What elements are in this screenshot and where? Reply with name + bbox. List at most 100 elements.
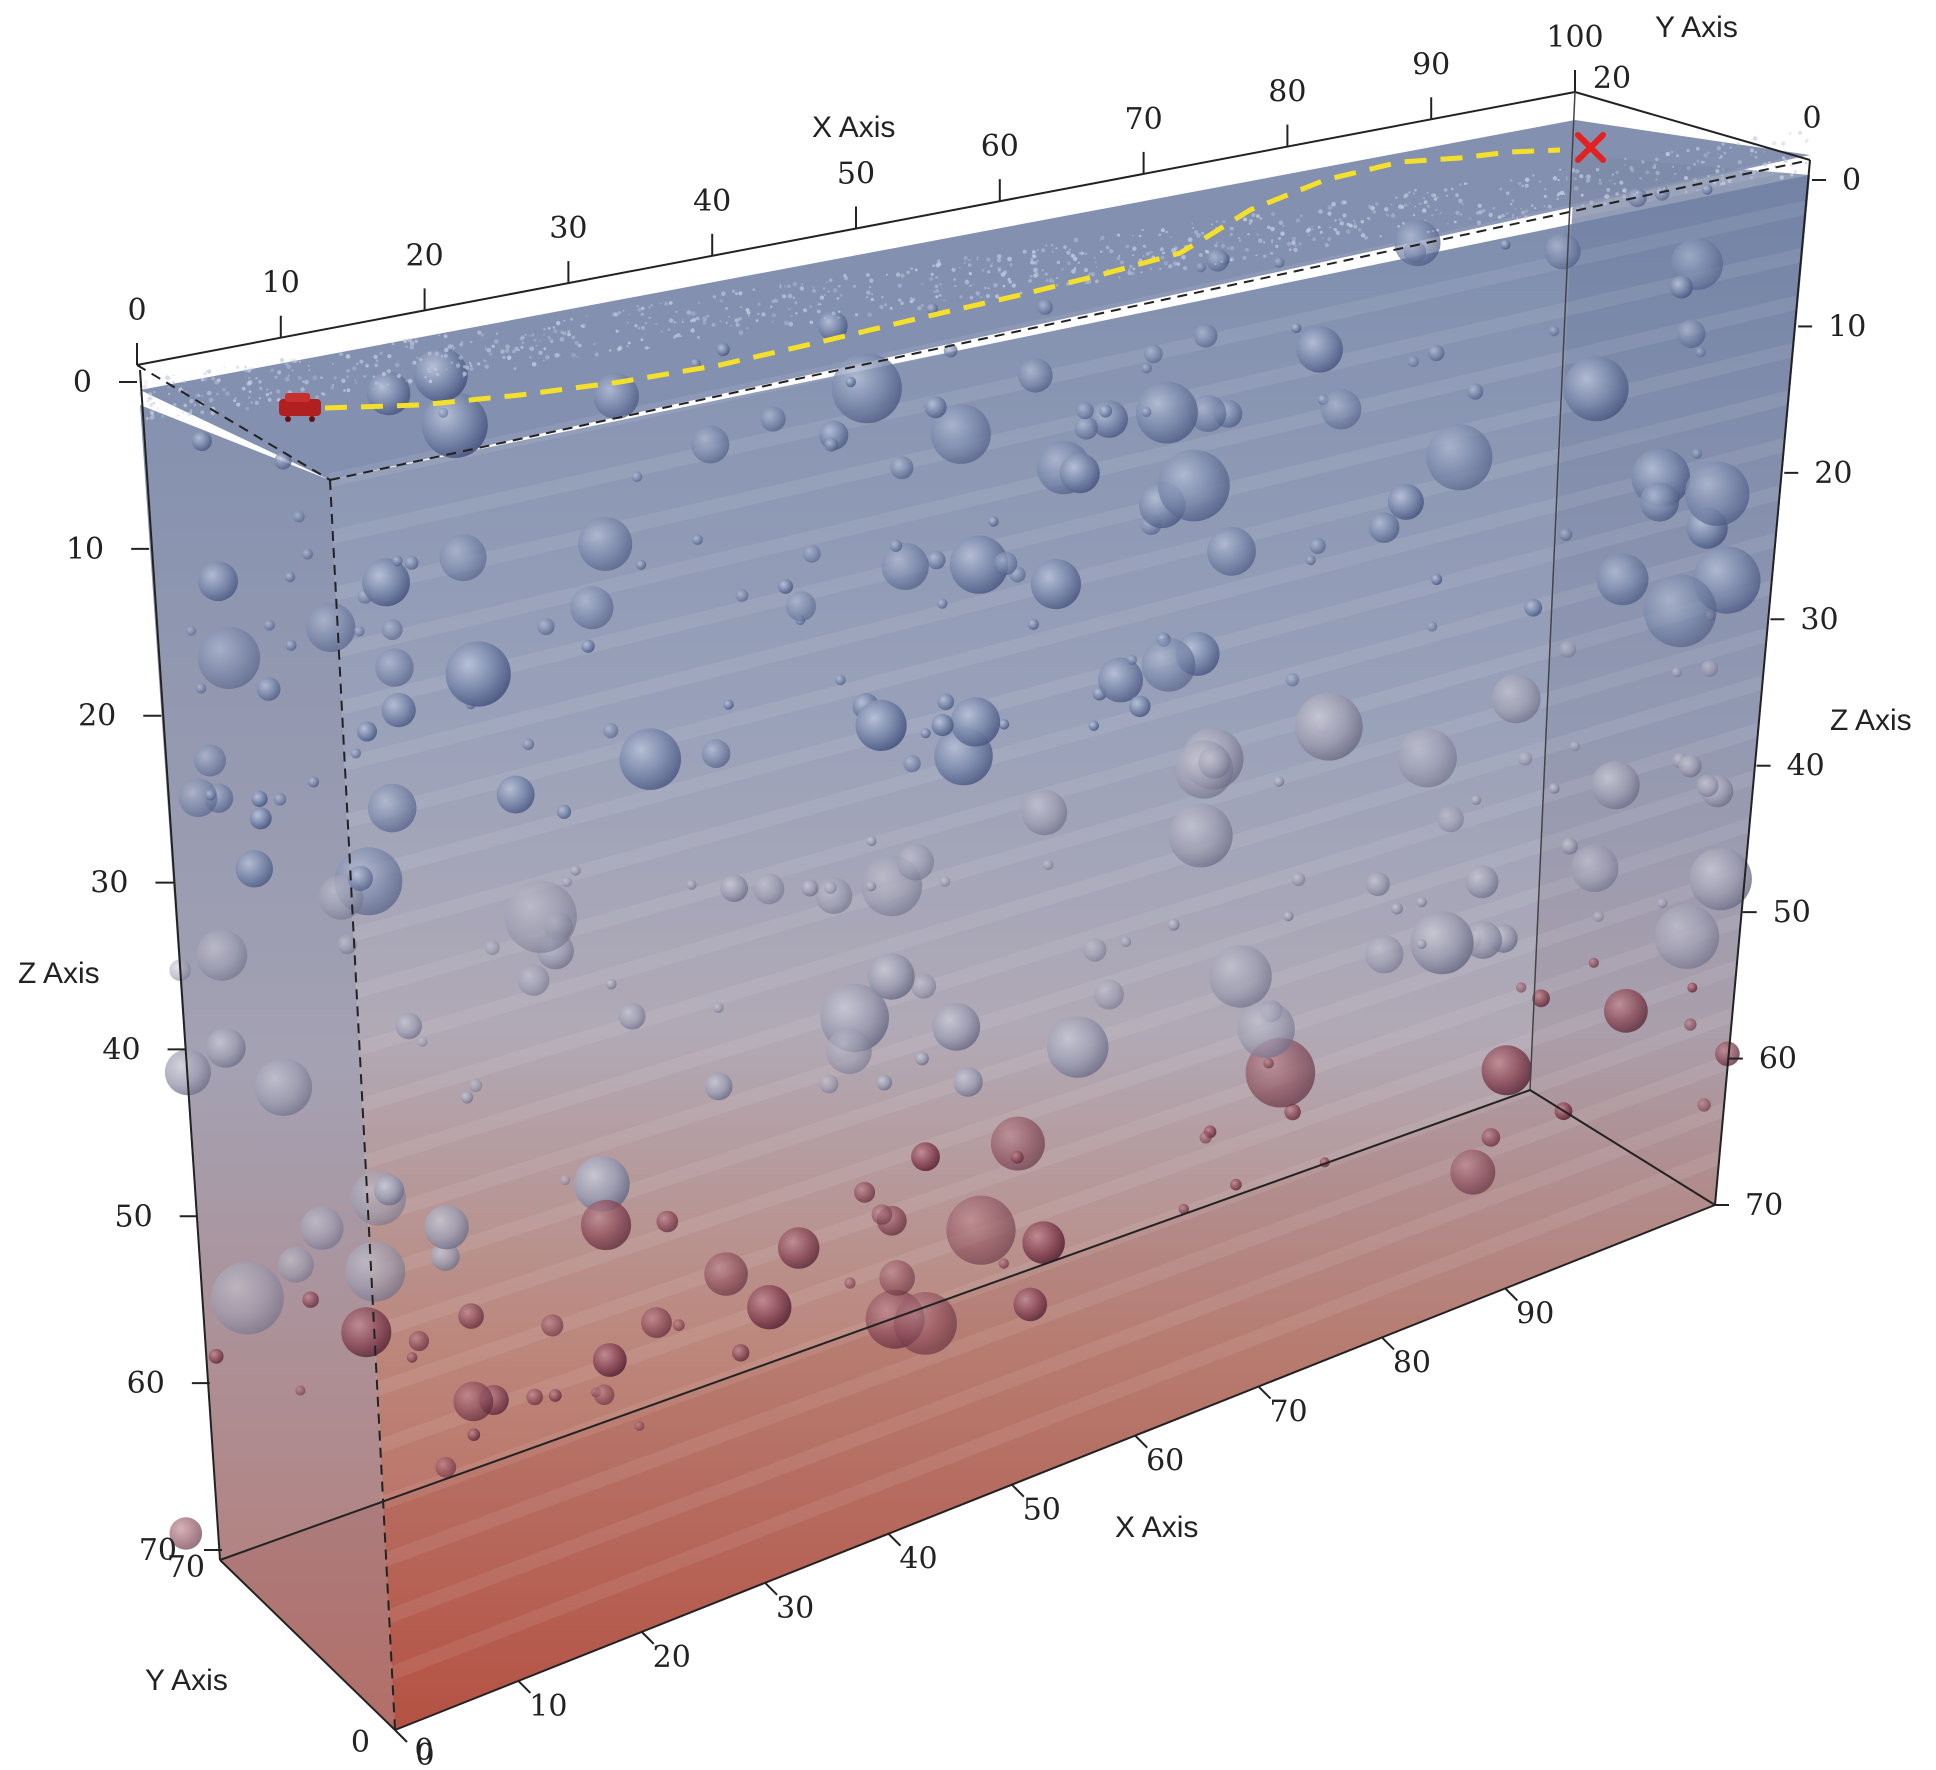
surface-speck — [667, 328, 671, 332]
surface-speck — [725, 321, 728, 324]
inclusion-sphere — [990, 1116, 1045, 1171]
surface-speck — [1105, 245, 1110, 250]
inclusion-sphere — [445, 641, 511, 707]
inclusion-sphere — [1394, 219, 1441, 267]
inclusion-sphere — [949, 535, 1009, 594]
inclusion-sphere — [517, 964, 550, 996]
surface-speck — [702, 320, 707, 325]
surface-speck — [1029, 274, 1033, 278]
surface-speck — [1030, 260, 1035, 265]
surface-speck — [206, 369, 212, 374]
surface-speck — [236, 365, 240, 369]
surface-speck — [869, 286, 872, 289]
surface-speck — [783, 320, 789, 326]
inclusion-sphere — [844, 1277, 856, 1289]
inclusion-sphere — [1209, 944, 1272, 1008]
surface-speck — [1267, 225, 1271, 229]
inclusion-sphere — [306, 602, 356, 653]
surface-speck — [1196, 233, 1201, 238]
surface-speck — [1159, 267, 1162, 270]
surface-speck — [1214, 263, 1217, 265]
surface-speck — [1084, 280, 1088, 285]
surface-speck — [787, 293, 793, 299]
surface-speck — [1783, 159, 1788, 163]
surface-speck — [779, 284, 782, 287]
inclusion-sphere — [375, 648, 414, 687]
surface-speck — [1145, 251, 1150, 256]
surface-speck — [1412, 214, 1416, 217]
surface-speck — [277, 370, 282, 375]
surface-speck — [690, 328, 695, 333]
front-x-axis-tick-label: 0 — [415, 1738, 434, 1770]
inclusion-sphere — [998, 1258, 1009, 1269]
surface-speck — [1390, 213, 1396, 218]
inclusion-sphere — [438, 407, 449, 418]
edge-top-right — [1574, 91, 1811, 161]
inclusion-sphere — [1042, 859, 1054, 871]
surface-speck — [1609, 179, 1612, 182]
surface-speck — [1100, 235, 1105, 240]
inclusion-sphere — [866, 835, 877, 847]
inclusion-sphere — [1559, 528, 1573, 541]
surface-speck — [248, 377, 250, 379]
surface-speck — [1055, 247, 1058, 250]
surface-speck — [148, 392, 153, 397]
surface-speck — [1119, 260, 1125, 265]
inclusion-sphere — [988, 516, 999, 527]
inclusion-sphere — [1305, 555, 1316, 566]
surface-speck — [934, 284, 939, 289]
inclusion-sphere — [422, 392, 488, 458]
surface-speck — [185, 390, 188, 393]
surface-speck — [574, 340, 579, 346]
surface-speck — [1149, 250, 1153, 254]
surface-speck — [706, 314, 709, 318]
inclusion-sphere — [1199, 1131, 1212, 1144]
surface-speck — [332, 384, 335, 387]
inclusion-sphere — [308, 776, 319, 788]
surface-speck — [1645, 170, 1650, 175]
surface-speck — [1556, 193, 1560, 197]
surface-speck — [1414, 205, 1417, 208]
surface-speck — [1248, 218, 1253, 224]
surface-speck — [914, 268, 918, 272]
inclusion-sphere — [686, 879, 697, 890]
surface-speck — [1019, 291, 1023, 295]
surface-speck — [1762, 150, 1765, 153]
inclusion-sphere — [1685, 461, 1750, 526]
surface-speck — [1348, 223, 1353, 228]
surface-speck — [1230, 226, 1234, 231]
surface-speck — [787, 284, 791, 288]
inclusion-sphere — [354, 626, 365, 637]
surface-speck — [1492, 207, 1496, 210]
inclusion-sphere — [578, 516, 633, 571]
surface-speck — [1696, 159, 1700, 163]
inclusion-sphere — [823, 881, 837, 894]
right-z-axis-title: Z Axis — [1830, 704, 1912, 737]
surface-speck — [1524, 183, 1529, 188]
inclusion-sphere — [1397, 728, 1457, 788]
inclusion-sphere — [1059, 453, 1100, 494]
surface-speck — [225, 391, 230, 396]
surface-speck — [330, 386, 334, 390]
surface-speck — [1586, 174, 1591, 180]
inclusion-sphere — [1365, 935, 1404, 974]
surface-speck — [1629, 165, 1634, 170]
surface-speck — [1247, 233, 1250, 236]
surface-speck — [746, 327, 749, 330]
inclusion-sphere — [826, 1028, 872, 1074]
front-x-axis-tick — [887, 1533, 902, 1547]
surface-speck — [783, 285, 786, 288]
surface-speck — [1804, 140, 1808, 143]
inclusion-sphere — [871, 1204, 893, 1225]
inclusion-sphere — [824, 437, 839, 452]
inclusion-sphere — [911, 1142, 940, 1172]
surface-speck — [1041, 248, 1046, 253]
surface-speck — [1615, 170, 1619, 175]
inclusion-sphere — [605, 978, 617, 990]
top-x-axis-tick-label: 30 — [549, 211, 587, 246]
surface-speck — [1170, 236, 1172, 238]
surface-speck — [1051, 250, 1055, 253]
surface-speck — [436, 372, 440, 377]
surface-speck — [1312, 228, 1315, 231]
